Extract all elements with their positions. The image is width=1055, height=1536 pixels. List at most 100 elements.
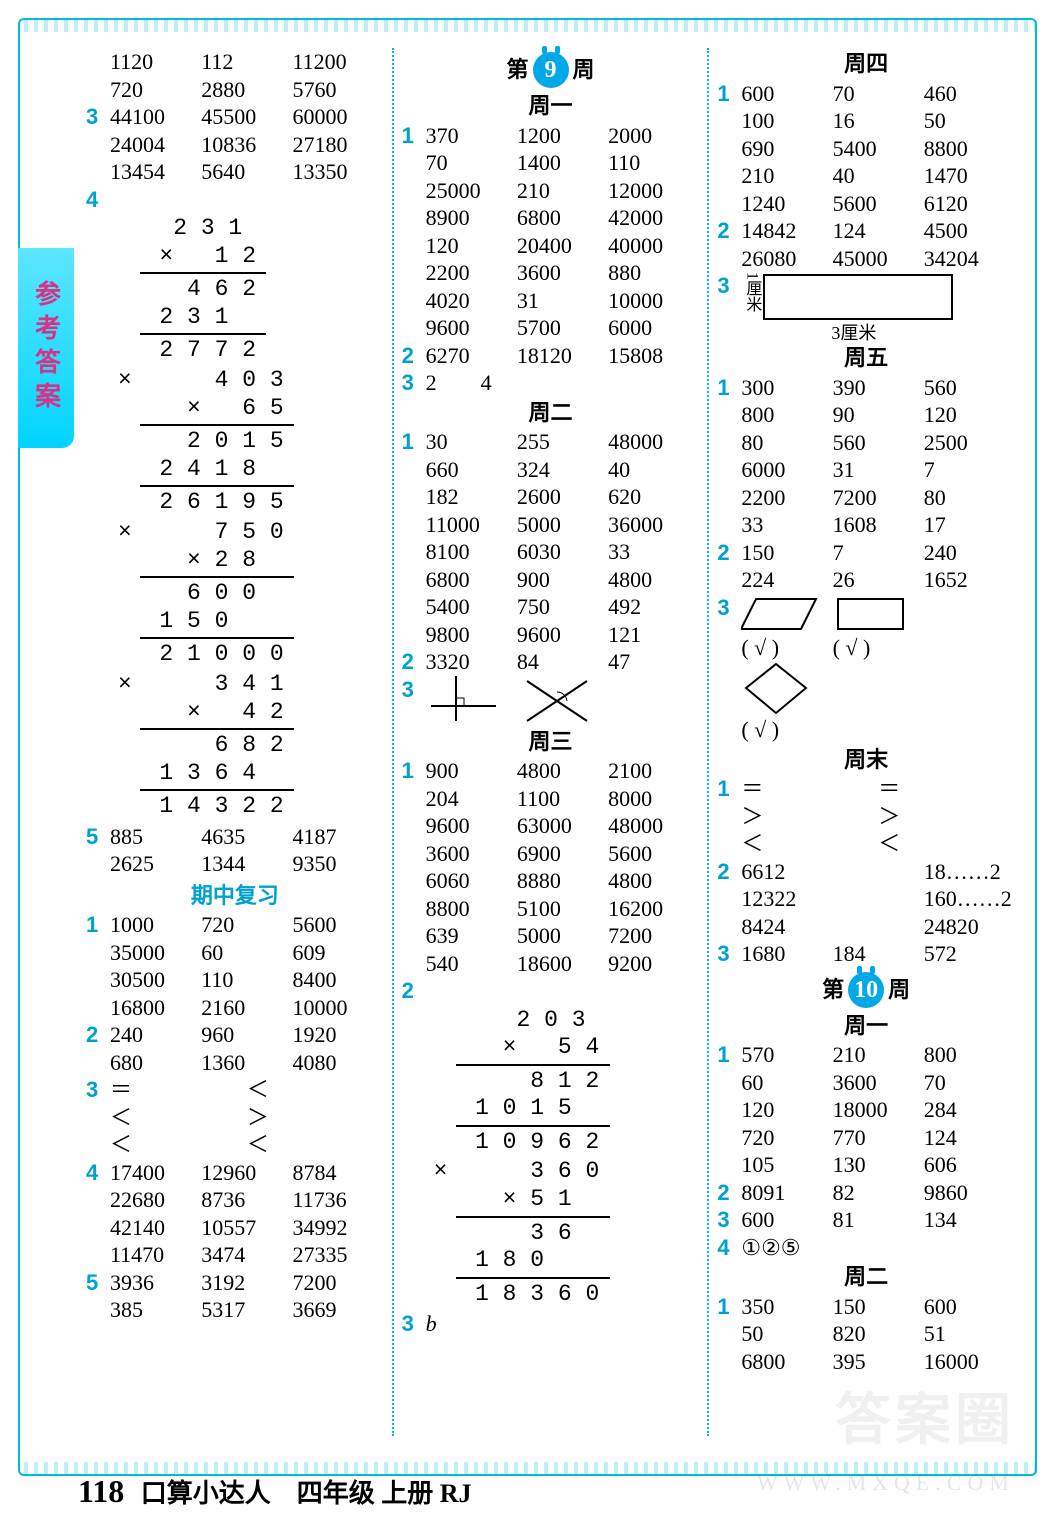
- rhombus-icon: [741, 661, 811, 716]
- cell: 40000: [608, 232, 699, 260]
- cell: 240: [924, 539, 1015, 567]
- column-3: 周四 1 60070460 1001650 69054008800 210401…: [709, 48, 1023, 1436]
- long-multiplication: × 3 6 0 × 5 1 3 6 1 8 0 1 8 3 6 0: [426, 1158, 700, 1308]
- cell: 8000: [608, 785, 699, 813]
- long-multiplication: × 7 5 0 × 2 8 6 0 0 1 5 0 2 1 0 0 0: [110, 519, 384, 669]
- question-number: [86, 48, 110, 76]
- data-row: 66032440: [402, 456, 700, 484]
- cell: 16200: [608, 895, 699, 923]
- data-row: 96006300048000: [402, 812, 700, 840]
- cell: 750: [517, 593, 608, 621]
- cell: 30: [426, 428, 517, 456]
- cell: 8100: [426, 538, 517, 566]
- cell: 7: [833, 539, 924, 567]
- question-number: [86, 939, 110, 967]
- data-row: 98009600121: [402, 621, 700, 649]
- cell: 4800: [517, 757, 608, 785]
- data-row: 22680873611736: [86, 1186, 384, 1214]
- cell: 1360: [201, 1049, 292, 1077]
- cell: 5100: [517, 895, 608, 923]
- week-header-9: 第9周: [402, 52, 700, 88]
- question-number: [717, 484, 741, 512]
- cell: 11470: [110, 1241, 201, 1269]
- cell: 35000: [110, 939, 201, 967]
- question-number: [717, 401, 741, 429]
- cell: 800: [741, 401, 832, 429]
- cell: 3600: [833, 1069, 924, 1097]
- question-number: [717, 1096, 741, 1124]
- cell: 1400: [517, 149, 608, 177]
- cell: 45000: [833, 245, 924, 273]
- data-row: 1 60070460: [717, 80, 1015, 108]
- cell: 22680: [110, 1186, 201, 1214]
- data-row: 2 8091829860: [717, 1179, 1015, 1207]
- cell: 14842: [741, 217, 832, 245]
- cell: 5640: [201, 158, 292, 186]
- cell: 6800: [741, 1348, 832, 1376]
- data-row: 1 300390560: [717, 374, 1015, 402]
- cell: 24004: [110, 131, 201, 159]
- question-number: 5: [86, 823, 110, 851]
- cell: 5400: [426, 593, 517, 621]
- question-number: 5: [86, 1269, 110, 1297]
- cell: 160……2: [924, 885, 1015, 913]
- page-footer: 118 口算小达人 四年级 上册 RJ: [78, 1473, 472, 1510]
- day-header: 周五: [717, 344, 1015, 372]
- cell: 9600: [517, 621, 608, 649]
- cell: 395: [833, 1348, 924, 1376]
- cell: 885: [110, 823, 201, 851]
- cell: 50: [924, 107, 1015, 135]
- comparison-row: ＜＜: [717, 830, 1015, 858]
- data-row: 3500060609: [86, 939, 384, 967]
- cell: 9860: [924, 1179, 1015, 1207]
- question-number: [86, 1214, 110, 1242]
- cell: 9350: [292, 850, 383, 878]
- cell: 82: [833, 1179, 924, 1207]
- cell: 300: [741, 374, 832, 402]
- comparison-row: 1 ＝＝: [717, 775, 1015, 803]
- cell: 1240: [741, 190, 832, 218]
- cell: 11200: [292, 48, 383, 76]
- question-number: [86, 1241, 110, 1269]
- cell: 7: [924, 456, 1015, 484]
- cell: 70: [426, 149, 517, 177]
- cell: 960: [201, 1021, 292, 1049]
- cell: 130: [833, 1151, 924, 1179]
- question-number: [402, 204, 426, 232]
- data-row: 1 350150600: [717, 1293, 1015, 1321]
- cell: 385: [110, 1296, 201, 1324]
- data-row: 224261652: [717, 566, 1015, 594]
- cell: 80: [924, 484, 1015, 512]
- data-row: 305001108400: [86, 966, 384, 994]
- question-number: 4: [86, 1159, 110, 1187]
- data-row: 22003600880: [402, 259, 700, 287]
- question-number: [717, 429, 741, 457]
- cell: 25000: [426, 177, 517, 205]
- data-row: 2200720080: [717, 484, 1015, 512]
- cell: 660: [426, 456, 517, 484]
- cell: 34204: [924, 245, 1015, 273]
- cell: 5600: [833, 190, 924, 218]
- cell: 6120: [924, 190, 1015, 218]
- cell: 10557: [201, 1214, 292, 1242]
- cell: 13454: [110, 158, 201, 186]
- cell: 390: [833, 374, 924, 402]
- question-number: 1: [717, 374, 741, 402]
- day-header: 周二: [717, 1263, 1015, 1291]
- comparison-row: ＜＜: [86, 1131, 384, 1159]
- question-number: 1: [717, 1041, 741, 1069]
- day-header: 周末: [717, 746, 1015, 774]
- data-row: 80090120: [717, 401, 1015, 429]
- cell: 5700: [517, 314, 608, 342]
- data-row: 3 60081134: [717, 1206, 1015, 1234]
- cell: 1608: [833, 511, 924, 539]
- question-number: 2: [717, 858, 741, 886]
- cell: [833, 913, 924, 941]
- cell: 10000: [608, 287, 699, 315]
- cell: 18120: [517, 342, 608, 370]
- cell: 8424: [741, 913, 832, 941]
- cell: 492: [608, 593, 699, 621]
- cell: 5600: [292, 911, 383, 939]
- cell: 110: [608, 149, 699, 177]
- day-header: 周四: [717, 50, 1015, 78]
